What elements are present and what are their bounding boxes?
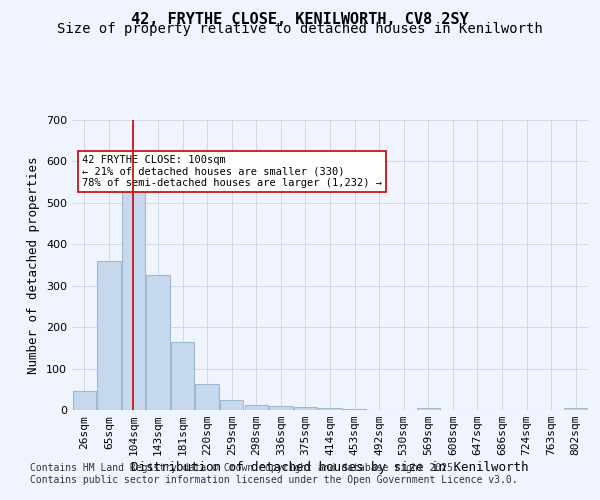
Text: 42 FRYTHE CLOSE: 100sqm
← 21% of detached houses are smaller (330)
78% of semi-d: 42 FRYTHE CLOSE: 100sqm ← 21% of detache… (82, 155, 382, 188)
X-axis label: Distribution of detached houses by size in Kenilworth: Distribution of detached houses by size … (131, 461, 529, 474)
Bar (245, 404, 268, 410)
Bar (146, 276, 170, 410)
Y-axis label: Number of detached properties: Number of detached properties (28, 156, 40, 374)
Bar (416, 408, 440, 410)
Text: 42, FRYTHE CLOSE, KENILWORTH, CV8 2SY: 42, FRYTHE CLOSE, KENILWORTH, CV8 2SY (131, 12, 469, 28)
Bar (73, 392, 96, 410)
Text: Contains HM Land Registry data © Crown copyright and database right 2025.
Contai: Contains HM Land Registry data © Crown c… (30, 464, 518, 485)
Bar (97, 261, 121, 410)
Bar (196, 384, 219, 410)
Bar (294, 407, 317, 410)
Text: Size of property relative to detached houses in Kenilworth: Size of property relative to detached ho… (57, 22, 543, 36)
Bar (269, 406, 293, 410)
Bar (122, 172, 145, 410)
Bar (171, 342, 194, 410)
Bar (564, 408, 587, 410)
Bar (220, 400, 244, 410)
Bar (319, 408, 341, 410)
Bar (343, 409, 366, 410)
